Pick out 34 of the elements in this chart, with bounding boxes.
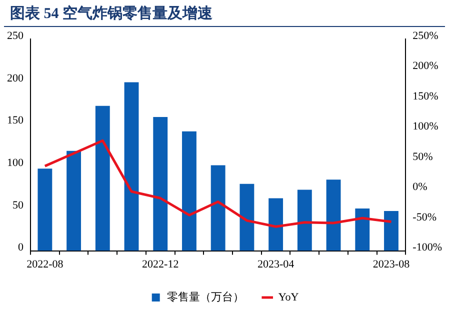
y-tick-label: 250 [7,30,24,42]
x-tick-label: 2023-04 [257,258,295,270]
x-tick-label: 2022-12 [142,258,179,270]
legend-label: YoY [278,291,299,304]
y2-tick-label: 100% [412,120,438,133]
x-tick-label: 2023-08 [372,258,410,270]
y2-tick-label: 200% [412,60,438,72]
chart-title: 图表 54 空气炸锅零售量及增速 [4,0,445,27]
bar [326,180,341,251]
bar [210,165,226,251]
y-tick-label: 50 [12,199,24,212]
bar [95,106,110,251]
bar [384,210,398,251]
y2-tick-label: 150% [412,90,438,102]
bar [182,131,196,251]
bar [297,190,312,251]
legend-label: 零售量（万台） [166,290,244,304]
x-tick-label: 2022-08 [26,258,64,270]
bar [124,82,139,251]
y-tick-label: 150 [7,114,24,127]
y2-tick-label: 0% [412,181,428,194]
y2-tick-label: 50% [412,150,433,163]
bar [240,184,254,251]
y-tick-label: 0 [18,242,24,254]
bar [153,116,168,251]
y2-tick-label: -50% [412,211,436,224]
bar [268,198,284,251]
y-tick-label: 100 [7,156,24,169]
y2-tick-label: -100% [412,242,442,254]
bar [38,168,52,251]
y2-tick-label: 250% [412,30,438,42]
y-tick-label: 200 [7,72,24,84]
bar [355,208,370,251]
bar [66,150,82,251]
